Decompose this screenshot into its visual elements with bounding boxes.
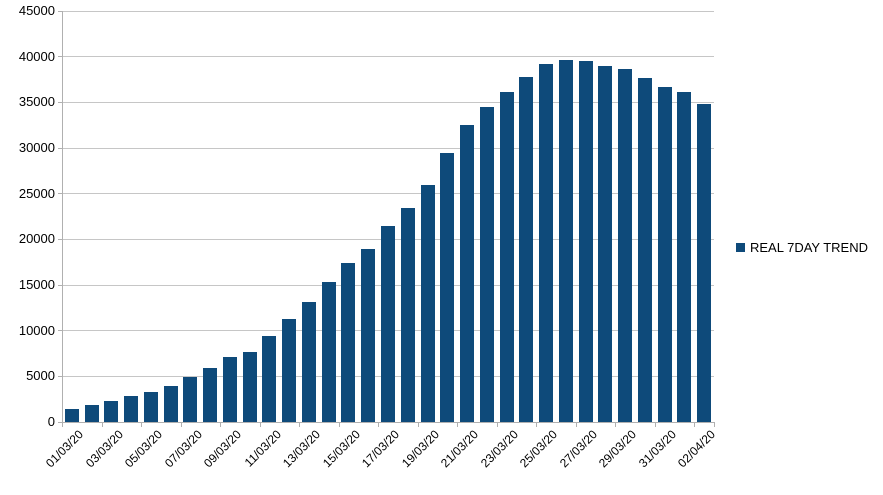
x-axis-tick (299, 423, 301, 427)
x-axis-tick (378, 423, 380, 427)
x-axis-tick (62, 423, 63, 427)
bar (400, 208, 415, 422)
y-axis-tick (58, 56, 62, 58)
bar (460, 125, 475, 422)
x-axis-tick-label: 23/03/20 (477, 427, 521, 471)
bar (301, 302, 316, 422)
x-axis-tick-label: 27/03/20 (556, 427, 600, 471)
bar (143, 391, 158, 422)
bar (203, 368, 218, 422)
y-axis-tick-label: 45000 (18, 3, 55, 18)
bar (558, 60, 573, 422)
y-gridline (62, 193, 714, 195)
x-axis-tick-label: 11/03/20 (241, 427, 284, 470)
x-axis-tick (180, 423, 182, 427)
x-axis-tick (141, 423, 143, 427)
x-axis-tick-label: 25/03/20 (517, 427, 561, 471)
x-axis-tick (615, 423, 617, 427)
bar (519, 76, 534, 422)
y-axis-tick-label: 20000 (18, 231, 55, 247)
x-axis-tick-label: 31/03/20 (635, 427, 679, 471)
bar (539, 63, 554, 422)
y-axis-tick (58, 147, 62, 149)
legend-label: REAL 7DAY TREND (750, 240, 869, 255)
x-axis-tick (338, 423, 340, 427)
bar (222, 357, 237, 422)
x-axis-tick (496, 423, 498, 427)
y-axis-tick (58, 284, 62, 286)
bar (341, 263, 356, 422)
bar (479, 106, 494, 422)
x-axis-tick-label: 01/03/20 (43, 427, 87, 471)
y-axis-tick (58, 330, 62, 332)
bar (361, 249, 376, 422)
y-axis-tick-label: 30000 (18, 140, 55, 155)
x-axis-tick-label: 15/03/20 (319, 427, 363, 471)
x-axis-tick-label: 13/03/20 (280, 427, 324, 471)
legend-swatch-icon (736, 243, 745, 252)
bar (420, 185, 435, 422)
y-axis-tick-label: 0 (47, 414, 55, 429)
x-axis-tick (536, 423, 538, 427)
y-axis-tick-label: 5000 (26, 368, 55, 384)
bar (697, 104, 712, 422)
bar (657, 86, 672, 422)
bar (321, 282, 336, 422)
legend: REAL 7DAY TREND (736, 240, 868, 255)
x-axis-tick-label: 29/03/20 (596, 427, 640, 471)
x-axis-tick-label: 19/03/20 (398, 427, 442, 471)
x-axis-tick-label: 17/03/20 (359, 427, 403, 471)
bar (677, 92, 692, 422)
y-gridline (62, 56, 714, 58)
x-axis-tick-label: 07/03/20 (161, 427, 205, 471)
bar (282, 318, 297, 422)
bar (242, 351, 257, 422)
x-axis-tick (417, 423, 419, 427)
bar (64, 409, 79, 422)
x-axis-tick-label: 05/03/20 (122, 427, 166, 471)
y-axis-tick-label: 25000 (18, 185, 55, 201)
bar (84, 404, 99, 422)
y-axis-tick (58, 375, 62, 377)
bar (637, 77, 652, 422)
y-axis-tick-label: 35000 (18, 94, 55, 110)
x-axis-tick (654, 423, 656, 427)
x-axis-tick (575, 423, 577, 427)
x-axis-tick-label: 02/04/20 (675, 427, 719, 471)
y-axis-tick-label: 40000 (18, 48, 55, 64)
x-axis-tick (694, 423, 696, 427)
y-gridline (62, 10, 714, 12)
x-axis-tick-label: 09/03/20 (201, 427, 245, 471)
x-axis-tick (101, 423, 103, 427)
x-axis-tick-label: 21/03/20 (438, 427, 482, 471)
x-axis-tick (220, 423, 222, 427)
bar (104, 400, 119, 422)
y-axis-tick (58, 238, 62, 240)
bar (381, 225, 395, 422)
bar (618, 69, 633, 422)
x-axis-tick (259, 423, 261, 427)
bar (499, 92, 514, 422)
y-gridline (62, 147, 714, 149)
y-axis-tick-label: 10000 (18, 322, 55, 338)
y-gridline (62, 101, 714, 103)
x-axis-line (62, 422, 715, 423)
x-axis-tick-label: 03/03/20 (82, 427, 126, 471)
bar (163, 386, 178, 422)
bar (183, 377, 198, 422)
y-axis-tick (58, 101, 62, 103)
x-axis-tick (457, 423, 459, 427)
y-axis-line (62, 11, 63, 422)
bar (578, 61, 593, 422)
bar (124, 396, 139, 422)
x-axis-tick (714, 423, 715, 427)
y-axis-tick-label: 15000 (18, 277, 55, 292)
y-axis-tick (58, 421, 62, 423)
y-axis-tick (58, 193, 62, 195)
bar (440, 152, 455, 422)
bar (598, 65, 613, 422)
bar (262, 336, 277, 422)
y-axis-tick (58, 10, 62, 12)
